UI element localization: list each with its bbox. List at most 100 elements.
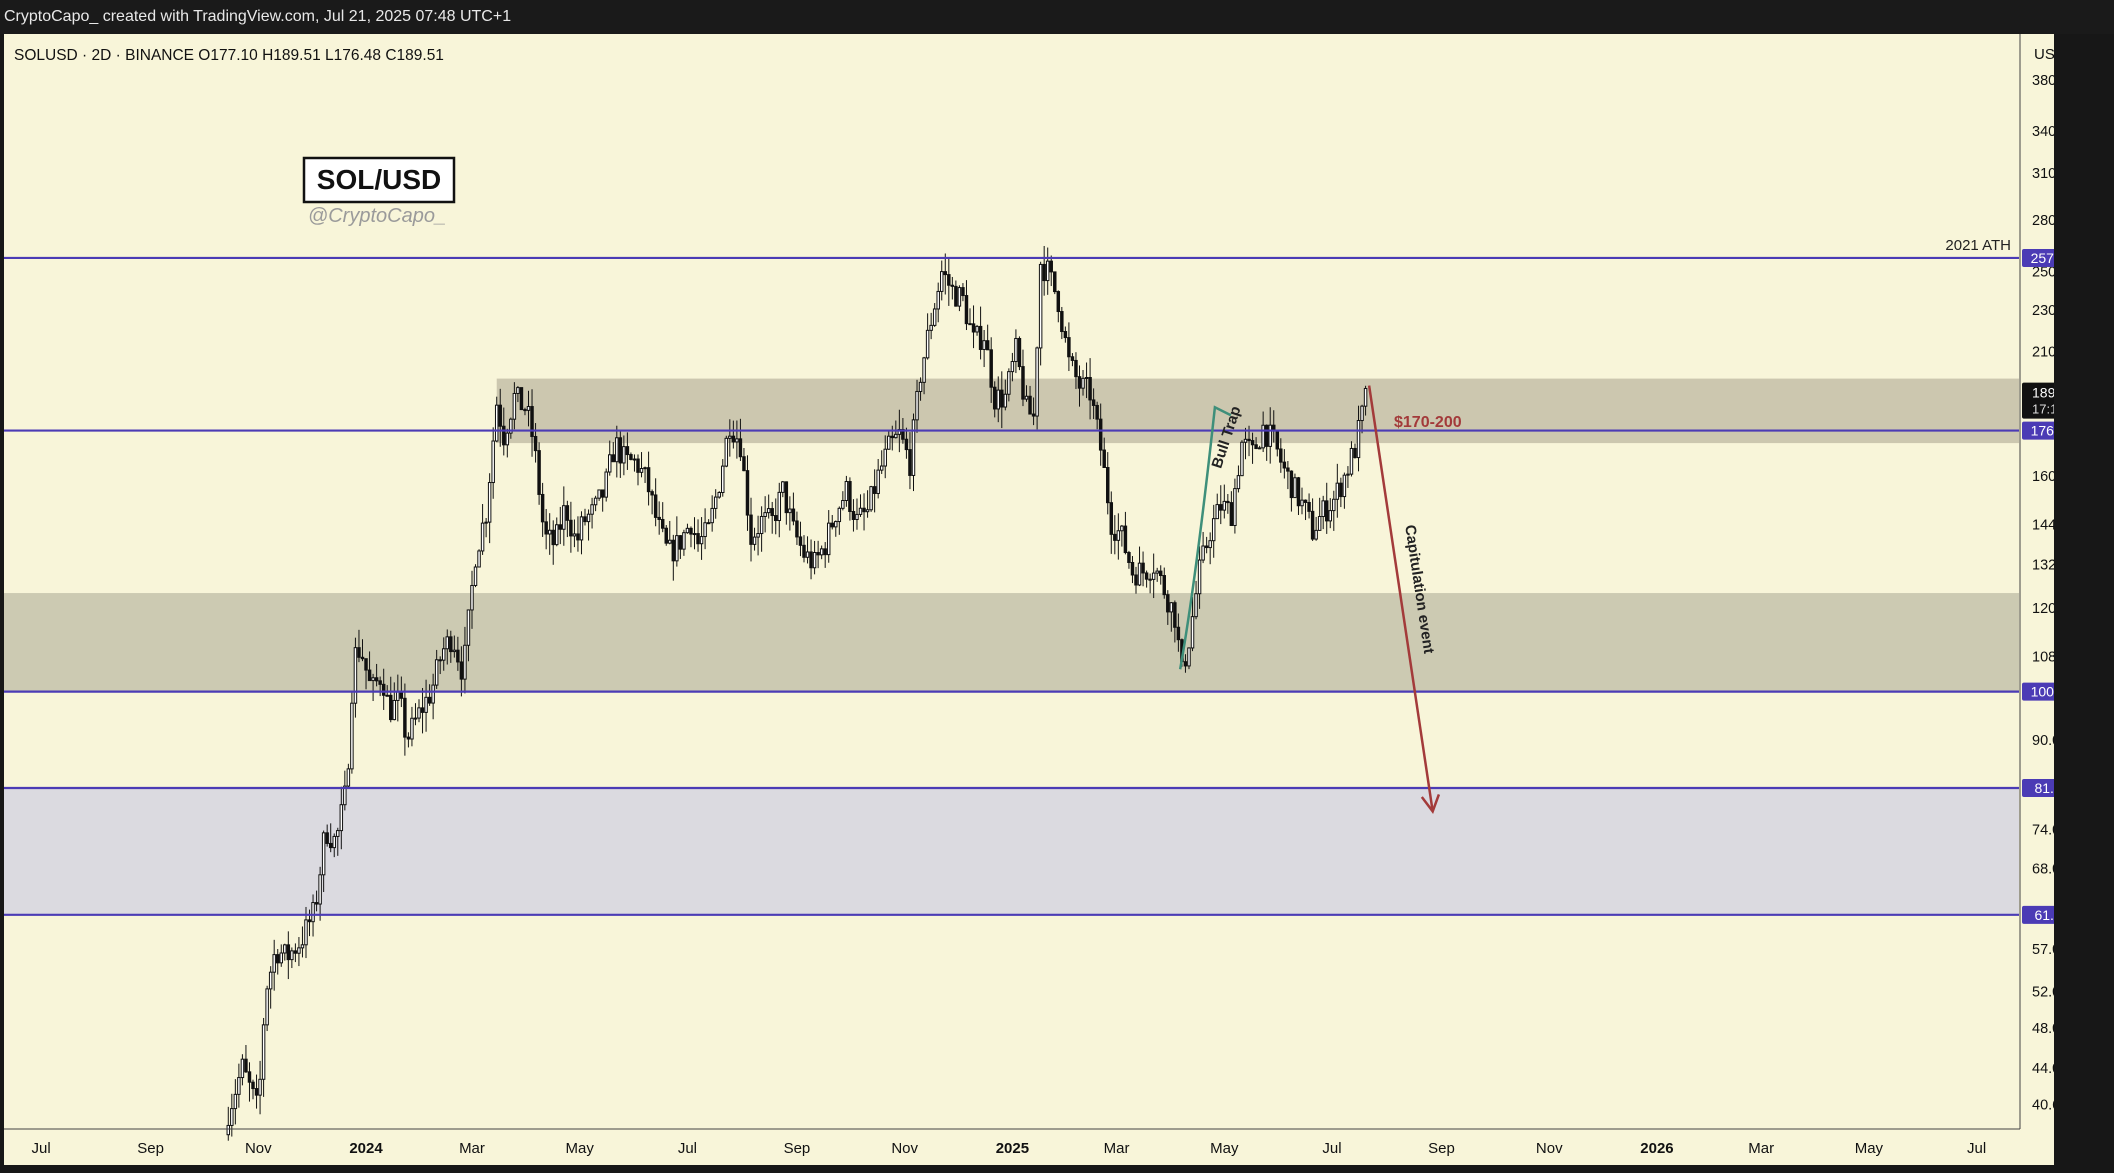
candle-body (600, 489, 605, 498)
candle-body (233, 1093, 238, 1110)
candle-body (636, 458, 640, 473)
candle (671, 534, 676, 581)
candle (540, 482, 545, 537)
candle-body (441, 648, 446, 661)
candle-body (918, 381, 923, 392)
candle (957, 285, 962, 312)
x-tick-label: Sep (784, 1140, 811, 1157)
candle (830, 515, 834, 530)
candle (1240, 440, 1244, 477)
candle-body (466, 609, 471, 646)
candle (583, 508, 587, 526)
candle-body (1222, 500, 1227, 511)
candle-body (304, 919, 308, 946)
candle (576, 516, 580, 552)
candle-body (1289, 470, 1294, 499)
candle-body (964, 295, 969, 325)
candle-body (795, 520, 799, 538)
price-tag-text: 61.44 (2034, 907, 2054, 923)
candle-body (996, 389, 1000, 410)
candle (749, 497, 753, 562)
candle (869, 485, 873, 512)
candle (1045, 247, 1050, 295)
candle-body (724, 437, 729, 467)
candle (1187, 647, 1191, 670)
candle (491, 427, 495, 499)
candle (664, 525, 668, 546)
y-tick-label: 250.00 (2032, 265, 2054, 281)
candle (547, 513, 552, 555)
candle-body (943, 271, 948, 276)
candle (332, 833, 336, 858)
candle-body (717, 492, 721, 498)
candle (406, 732, 411, 748)
candle-body (1098, 418, 1103, 451)
chart-area[interactable]: 2021 ATH USD 40.60 44.00 48.00 52.00 57.00 68.0… (4, 34, 2054, 1165)
y-tick-label: 160.00 (2032, 469, 2054, 485)
candle (608, 440, 612, 476)
y-tick-label: 132.00 (2032, 557, 2054, 573)
candle (283, 943, 287, 961)
candle-body (392, 699, 397, 721)
candle-body (1141, 562, 1145, 574)
candle-body (456, 649, 460, 663)
candle-body (502, 425, 506, 446)
candle (1317, 497, 1322, 531)
candle-body (668, 539, 672, 544)
candle (636, 454, 640, 486)
price-tag-text: 257.63 (2031, 250, 2054, 266)
candle (1081, 370, 1085, 396)
candle-body (1095, 404, 1099, 420)
candle (774, 498, 778, 535)
candle (1116, 513, 1121, 560)
candle-body (985, 340, 990, 351)
y-tick-label: 48.00 (2032, 1021, 2054, 1037)
candle (795, 511, 799, 545)
candle (1024, 385, 1029, 402)
candle-body (777, 491, 782, 522)
candle (1123, 511, 1128, 555)
candle (1349, 441, 1354, 477)
candle-body (883, 448, 887, 467)
candle (604, 468, 608, 502)
candle-body (509, 418, 513, 434)
candle (1243, 427, 1248, 460)
chart-title-box: SOL/USD (302, 156, 456, 204)
candle (1144, 570, 1149, 588)
candle (590, 497, 594, 529)
candle (611, 442, 616, 463)
candle-body (660, 518, 665, 529)
candle (275, 949, 280, 975)
candle-body (1243, 438, 1248, 443)
candle (441, 637, 446, 671)
y-tick-label: 44.00 (2032, 1061, 2054, 1077)
candle (1166, 590, 1170, 625)
candle-body (254, 1088, 259, 1096)
candle (668, 520, 672, 545)
candle-body (1134, 574, 1138, 586)
candle-body (311, 902, 315, 923)
candle-body (1074, 359, 1078, 378)
candle-body (841, 500, 845, 509)
candle (1282, 449, 1287, 479)
candle (360, 639, 365, 662)
last-price-countdown: 17:11:29 (2032, 402, 2054, 417)
candle-body (1324, 500, 1329, 522)
candle (1226, 494, 1230, 514)
candle (466, 609, 471, 662)
candle (346, 763, 351, 788)
candle-body (463, 644, 467, 680)
candle-body (869, 486, 873, 511)
candle-body (1229, 502, 1234, 527)
candle (770, 501, 774, 534)
price-chart[interactable]: 2021 ATH USD 40.60 44.00 48.00 52.00 57.00 68.0… (4, 34, 2054, 1165)
candle-body (1120, 525, 1124, 532)
candle-body (1003, 393, 1008, 408)
candle-body (417, 707, 421, 719)
candle-body (1123, 525, 1128, 554)
candle-body (572, 533, 577, 537)
candle-body (1261, 424, 1265, 449)
candle-body (1144, 572, 1149, 580)
candle (1257, 445, 1262, 450)
candle-body (851, 510, 856, 520)
